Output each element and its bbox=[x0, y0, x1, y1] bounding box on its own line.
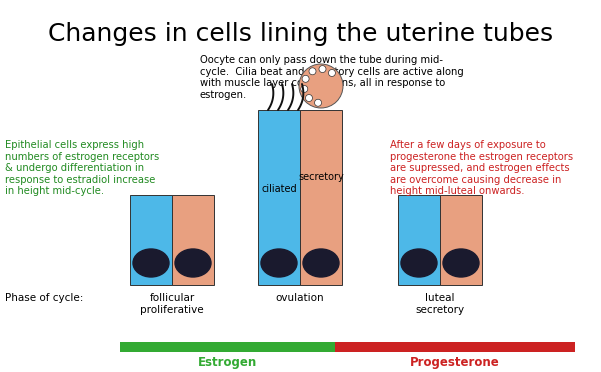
Ellipse shape bbox=[401, 249, 437, 277]
Text: Phase of cycle:: Phase of cycle: bbox=[5, 293, 84, 303]
Circle shape bbox=[305, 94, 313, 102]
Text: Estrogen: Estrogen bbox=[198, 356, 257, 369]
Text: Progesterone: Progesterone bbox=[410, 356, 500, 369]
Bar bbox=[172, 195, 214, 285]
Circle shape bbox=[300, 86, 308, 93]
Bar bbox=[398, 195, 440, 285]
Ellipse shape bbox=[303, 249, 339, 277]
Bar bbox=[300, 110, 342, 285]
Circle shape bbox=[299, 64, 343, 108]
Text: ovulation: ovulation bbox=[276, 293, 325, 303]
Text: Oocyte can only pass down the tube during mid-
cycle.  Cilia beat and secretory : Oocyte can only pass down the tube durin… bbox=[200, 55, 464, 100]
Ellipse shape bbox=[443, 249, 479, 277]
Bar bbox=[335, 342, 575, 352]
Bar bbox=[258, 110, 300, 285]
Text: After a few days of exposure to
progesterone the estrogen receptors
are supresse: After a few days of exposure to progeste… bbox=[390, 140, 573, 196]
Text: Changes in cells lining the uterine tubes: Changes in cells lining the uterine tube… bbox=[49, 22, 554, 46]
Text: luteal
secretory: luteal secretory bbox=[415, 293, 465, 315]
Ellipse shape bbox=[261, 249, 297, 277]
Text: ciliated: ciliated bbox=[261, 184, 297, 194]
Circle shape bbox=[319, 65, 326, 73]
Text: follicular
proliferative: follicular proliferative bbox=[140, 293, 204, 315]
Text: secretory: secretory bbox=[298, 171, 344, 182]
Circle shape bbox=[314, 99, 322, 106]
Ellipse shape bbox=[133, 249, 169, 277]
Bar bbox=[120, 342, 335, 352]
Text: Epithelial cells express high
numbers of estrogen receptors
& undergo differenti: Epithelial cells express high numbers of… bbox=[5, 140, 159, 196]
Circle shape bbox=[302, 75, 309, 82]
Ellipse shape bbox=[175, 249, 211, 277]
Circle shape bbox=[328, 70, 335, 77]
Bar bbox=[130, 195, 172, 285]
Circle shape bbox=[309, 68, 316, 75]
Bar bbox=[440, 195, 482, 285]
